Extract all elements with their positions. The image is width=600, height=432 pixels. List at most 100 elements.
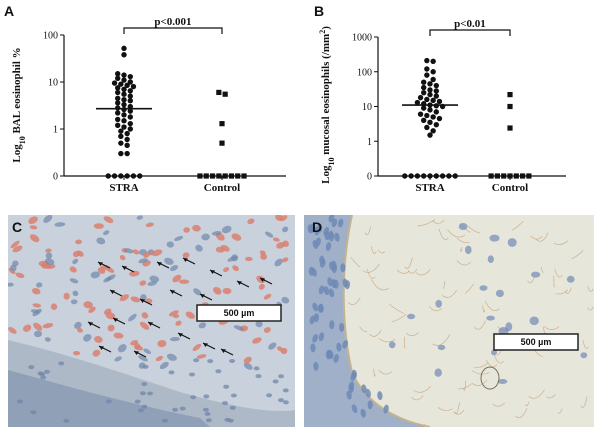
y-tick-label: 1 xyxy=(53,125,58,136)
arrowhead-icon xyxy=(98,262,103,266)
epithelial-nucleus xyxy=(329,261,335,271)
stromal-nucleus xyxy=(498,327,509,336)
nucleus xyxy=(36,282,43,288)
y-tick-label: 1 xyxy=(367,137,372,148)
eosinophil-cell xyxy=(63,292,70,300)
eosinophil-cell xyxy=(245,256,253,262)
epithelial-nucleus xyxy=(325,242,332,251)
eosinophil-cell xyxy=(258,283,265,290)
y-tick-label: 0 xyxy=(53,172,58,183)
nucleus xyxy=(272,379,279,384)
epithelial-nucleus xyxy=(328,350,334,359)
connective-fiber xyxy=(413,385,431,393)
stromal-nucleus xyxy=(566,275,575,283)
nucleus xyxy=(195,244,203,252)
nucleus xyxy=(83,334,92,342)
epithelial-nucleus xyxy=(367,400,373,410)
eosinophil-cell xyxy=(75,239,82,245)
epithelial-nucleus xyxy=(361,384,367,394)
epithelial-nucleus xyxy=(346,390,352,400)
arrowhead-icon xyxy=(200,294,205,298)
data-point-circle xyxy=(127,114,133,120)
eosinophil-cell xyxy=(259,250,266,256)
data-point-circle xyxy=(421,79,427,85)
nucleus xyxy=(202,407,209,412)
eosinophil-cell xyxy=(276,242,285,249)
epithelial-nucleus xyxy=(327,230,334,240)
data-point-circle xyxy=(414,173,421,179)
data-point-circle xyxy=(427,173,433,179)
data-point-circle xyxy=(118,173,124,179)
eosinophil-cell xyxy=(155,355,163,362)
eosinophil-cell xyxy=(192,343,202,351)
stromal-nucleus xyxy=(531,271,541,278)
connective-fiber xyxy=(429,306,442,312)
eosinophil-cell xyxy=(222,287,232,295)
data-point-circle xyxy=(124,142,130,148)
nucleus xyxy=(264,231,274,238)
data-point-circle xyxy=(124,82,130,89)
chart-b: Log10 mucosal eosinophils (/mm2) 1000100… xyxy=(318,18,566,194)
eosinophil-cell xyxy=(175,320,182,326)
connective-fiber xyxy=(389,303,404,314)
stromal-nucleus xyxy=(458,223,468,230)
epithelial-nucleus xyxy=(340,263,346,273)
connective-fiber xyxy=(348,297,361,305)
nucleus xyxy=(124,248,134,254)
data-point-square xyxy=(216,173,222,179)
connective-fiber xyxy=(464,283,474,294)
data-point-circle xyxy=(427,81,433,87)
epithelial-nucleus xyxy=(328,288,335,298)
data-point-square xyxy=(513,173,519,179)
connective-fiber xyxy=(492,402,506,407)
data-point-circle xyxy=(115,89,121,96)
epithelial-nucleus xyxy=(313,361,319,371)
epithelial-nucleus xyxy=(351,404,358,414)
nucleus xyxy=(204,411,211,416)
connective-fiber xyxy=(527,275,535,284)
connective-fiber xyxy=(370,246,377,254)
nucleus xyxy=(44,369,50,374)
data-point-circle xyxy=(433,82,439,89)
data-point-circle xyxy=(121,72,127,78)
nucleus xyxy=(166,353,177,361)
data-point-square xyxy=(203,173,209,179)
data-point-circle xyxy=(127,108,133,114)
data-point-circle xyxy=(115,100,121,106)
data-point-circle xyxy=(427,87,433,93)
data-point-square xyxy=(488,173,494,179)
eosinophil-cell xyxy=(103,216,114,224)
nucleus xyxy=(45,258,55,266)
stromal-nucleus xyxy=(486,315,495,321)
connective-fiber xyxy=(350,257,361,268)
epithelial-nucleus xyxy=(329,320,335,330)
epithelial-nucleus xyxy=(333,354,339,363)
data-point-circle xyxy=(402,173,408,179)
nucleus xyxy=(255,374,262,379)
eosinophil-cell xyxy=(182,252,190,259)
data-point-square xyxy=(494,173,500,179)
nucleus xyxy=(266,393,273,398)
data-point-circle xyxy=(421,173,427,179)
arrowhead-icon xyxy=(88,322,93,326)
data-point-circle xyxy=(430,76,436,83)
nucleus xyxy=(198,322,207,329)
data-point-circle xyxy=(118,128,124,134)
nucleus xyxy=(105,399,112,404)
data-point-circle xyxy=(130,83,137,90)
stromal-nucleus xyxy=(465,245,472,255)
eosinophil-cell xyxy=(83,301,93,309)
nucleus xyxy=(72,258,79,265)
data-point-circle xyxy=(433,93,439,99)
epithelial-nucleus xyxy=(312,333,318,343)
data-point-circle xyxy=(430,69,436,75)
nucleus xyxy=(222,401,228,406)
eosinophil-cell xyxy=(8,327,17,334)
data-point-circle xyxy=(439,173,446,179)
epithelial-nucleus xyxy=(334,232,340,242)
eosinophil-cell xyxy=(28,216,38,224)
micrograph-d: D 500 µm xyxy=(304,215,594,427)
data-point-circle xyxy=(118,133,124,139)
connective-fiber xyxy=(432,219,445,224)
epithelial-nucleus xyxy=(318,303,324,313)
